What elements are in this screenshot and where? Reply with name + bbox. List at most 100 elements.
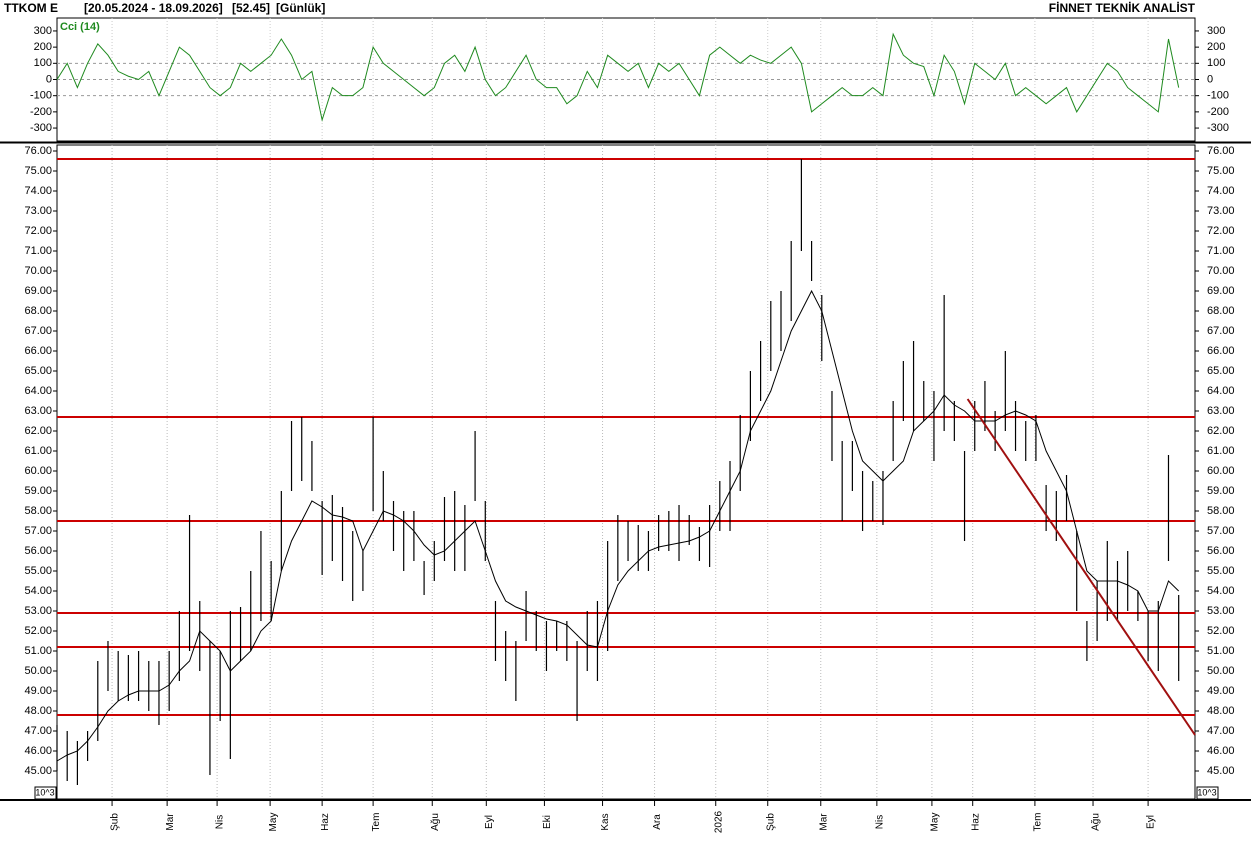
x-tick-label: Tem <box>371 813 382 832</box>
y-tick-label: -100 <box>1207 90 1229 102</box>
y-tick-label: 57.00 <box>24 525 52 537</box>
y-tick-label: 55.00 <box>24 565 52 577</box>
y-tick-label: 64.00 <box>24 385 52 397</box>
y-tick-label: 71.00 <box>24 245 52 257</box>
unit-label: 10^3 <box>1197 787 1216 797</box>
x-tick-label: Mar <box>165 813 176 831</box>
y-tick-label: 67.00 <box>1207 325 1235 337</box>
y-tick-label: 50.00 <box>24 665 52 677</box>
x-tick-label: Şub <box>110 813 121 831</box>
y-tick-label: 64.00 <box>1207 385 1235 397</box>
y-tick-label: -100 <box>30 90 52 102</box>
trend-line <box>966 398 1196 736</box>
y-tick-label: 59.00 <box>24 485 52 497</box>
y-tick-label: 53.00 <box>24 605 52 617</box>
y-tick-label: 56.00 <box>1207 545 1235 557</box>
legend-entry: Cci (14) <box>60 21 100 33</box>
y-tick-label: 58.00 <box>1207 505 1235 517</box>
x-tick-label: Haz <box>970 813 981 831</box>
y-tick-label: 48.00 <box>1207 705 1235 717</box>
y-tick-label: 72.00 <box>1207 225 1235 237</box>
x-tick-label: Mar <box>818 813 829 831</box>
y-tick-label: -200 <box>1207 106 1229 118</box>
y-tick-label: 61.00 <box>24 445 52 457</box>
y-tick-label: 69.00 <box>1207 285 1235 297</box>
x-tick-label: Nis <box>874 815 885 829</box>
x-tick-label: May <box>268 813 279 832</box>
y-tick-label: 70.00 <box>1207 265 1235 277</box>
y-tick-label: 62.00 <box>1207 425 1235 437</box>
x-tick-label: 2026 <box>713 810 724 833</box>
unit-box <box>1196 786 1219 800</box>
y-tick-label: 54.00 <box>1207 585 1235 597</box>
y-tick-label: 46.00 <box>24 745 52 757</box>
y-tick-label: 100 <box>1207 57 1225 69</box>
x-tick-label: Eyl <box>484 815 495 829</box>
y-tick-label: 62.00 <box>24 425 52 437</box>
y-tick-label: -300 <box>1207 122 1229 134</box>
y-tick-label: 56.00 <box>24 545 52 557</box>
y-tick-label: 0 <box>1207 73 1213 85</box>
y-tick-label: 74.00 <box>24 185 52 197</box>
x-tick-label: Şub <box>765 813 776 831</box>
brand: FİNNET TEKNİK ANALİST <box>1049 0 1196 15</box>
y-tick-label: 65.00 <box>1207 365 1235 377</box>
cci-line <box>56 32 1180 122</box>
y-tick-label: 49.00 <box>24 685 52 697</box>
y-tick-label: 49.00 <box>1207 685 1235 697</box>
y-tick-label: 300 <box>34 25 52 37</box>
y-tick-label: 47.00 <box>24 725 52 737</box>
x-tick-label: Kas <box>600 813 611 830</box>
y-tick-label: -300 <box>30 122 52 134</box>
x-tick-label: May <box>930 813 941 832</box>
y-tick-label: 57.00 <box>1207 525 1235 537</box>
y-tick-label: 47.00 <box>1207 725 1235 737</box>
y-tick-label: 75.00 <box>1207 165 1235 177</box>
y-tick-label: 45.00 <box>1207 765 1235 777</box>
y-tick-label: 0 <box>46 73 52 85</box>
y-tick-label: 300 <box>1207 25 1225 37</box>
x-tick-label: Nis <box>215 815 226 829</box>
y-tick-label: 68.00 <box>24 305 52 317</box>
y-tick-label: 66.00 <box>1207 345 1235 357</box>
y-tick-label: 74.00 <box>1207 185 1235 197</box>
x-tick-label: Eyl <box>1146 815 1157 829</box>
unit-label: 10^3 <box>35 787 54 797</box>
y-tick-label: 75.00 <box>24 165 52 177</box>
y-tick-label: 58.00 <box>24 505 52 517</box>
y-tick-label: 55.00 <box>1207 565 1235 577</box>
period: [Günlük] <box>276 1 325 15</box>
y-tick-label: 70.00 <box>24 265 52 277</box>
y-tick-label: 59.00 <box>1207 485 1235 497</box>
symbol: TTKOM E <box>4 1 58 15</box>
date-range: [20.05.2024 - 18.09.2026] <box>84 1 223 15</box>
y-tick-label: 51.00 <box>1207 645 1235 657</box>
y-tick-label: 61.00 <box>1207 445 1235 457</box>
moving-average <box>56 289 1180 762</box>
y-tick-label: 200 <box>34 41 52 53</box>
y-tick-label: -200 <box>30 106 52 118</box>
last-price: [52.45] <box>232 1 270 15</box>
y-tick-label: 53.00 <box>1207 605 1235 617</box>
x-tick-label: Tem <box>1033 813 1044 832</box>
y-tick-label: 46.00 <box>1207 745 1235 757</box>
y-tick-label: 67.00 <box>24 325 52 337</box>
y-tick-label: 52.00 <box>1207 625 1235 637</box>
y-tick-label: 68.00 <box>1207 305 1235 317</box>
y-tick-label: 73.00 <box>24 205 52 217</box>
y-tick-label: 45.00 <box>24 765 52 777</box>
y-tick-label: 76.00 <box>1207 145 1235 157</box>
y-tick-label: 51.00 <box>24 645 52 657</box>
y-tick-label: 48.00 <box>24 705 52 717</box>
y-tick-label: 73.00 <box>1207 205 1235 217</box>
y-tick-label: 100 <box>34 57 52 69</box>
y-tick-label: 63.00 <box>1207 405 1235 417</box>
y-tick-label: 50.00 <box>1207 665 1235 677</box>
y-tick-label: 66.00 <box>24 345 52 357</box>
x-tick-label: Ağu <box>1091 813 1102 831</box>
y-tick-label: 63.00 <box>24 405 52 417</box>
y-tick-label: 69.00 <box>24 285 52 297</box>
